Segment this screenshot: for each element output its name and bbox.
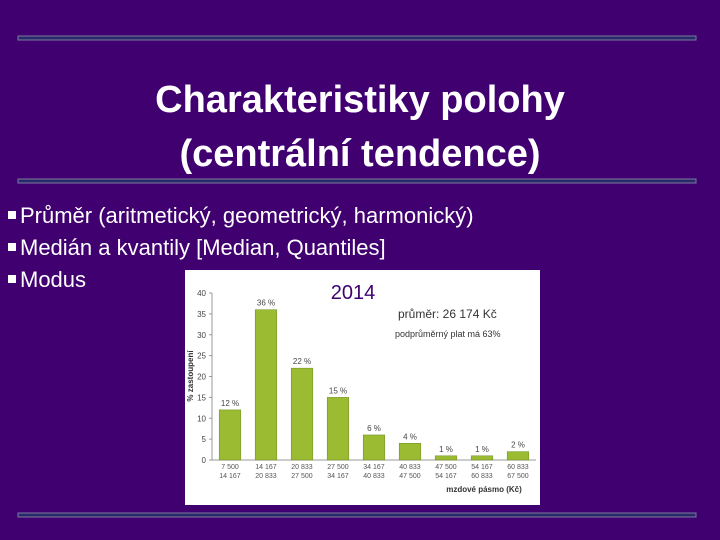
rule	[17, 512, 697, 518]
value-label: 4 %	[403, 432, 417, 441]
y-tick-label: 35	[197, 310, 206, 319]
y-tick-label: 10	[197, 414, 206, 423]
x-tick-label: 47 500	[435, 464, 457, 471]
y-tick-label: 25	[197, 352, 206, 361]
x-tick-label: 14 167	[219, 473, 241, 480]
annotation: podprůměrný plat má 63%	[395, 329, 501, 339]
value-label: 1 %	[475, 445, 489, 454]
value-label: 15 %	[329, 386, 347, 395]
x-tick-label: 40 833	[363, 473, 385, 480]
bullet: Modus	[20, 267, 86, 292]
value-label: 1 %	[439, 445, 453, 454]
value-label: 2 %	[511, 441, 525, 450]
y-tick-label: 40	[197, 289, 206, 298]
bullet-marker	[8, 211, 16, 219]
chart-background	[185, 270, 540, 505]
bar	[470, 455, 494, 461]
bar	[326, 397, 350, 461]
x-tick-label: 34 167	[363, 464, 385, 471]
x-tick-label: 7 500	[221, 464, 239, 471]
x-tick-label: 27 500	[291, 473, 313, 480]
bullets: Průměr (aritmetický, geometrický, harmon…	[8, 203, 474, 292]
x-tick-label: 34 167	[327, 473, 349, 480]
x-tick-label: 20 833	[291, 464, 313, 471]
x-tick-label: 20 833	[255, 473, 277, 480]
y-tick-label: 30	[197, 331, 206, 340]
value-label: 6 %	[367, 424, 381, 433]
x-tick-label: 40 833	[399, 464, 421, 471]
title: (centrální tendence)	[179, 133, 540, 175]
x-tick-label: 47 500	[399, 473, 421, 480]
bar	[290, 367, 314, 461]
value-label: 12 %	[221, 399, 239, 408]
x-tick-label: 67 500	[507, 473, 529, 480]
y-tick-label: 5	[202, 435, 207, 444]
x-tick-label: 14 167	[255, 464, 277, 471]
x-tick-label: 60 833	[507, 464, 529, 471]
rule	[17, 178, 697, 184]
y-tick-label: 0	[202, 456, 207, 465]
value-label: 36 %	[257, 299, 275, 308]
y-axis-label: % zastoupení	[186, 350, 195, 402]
x-tick-label: 60 833	[471, 473, 493, 480]
x-tick-label: 54 167	[435, 473, 457, 480]
chart: 2014 průměr: 26 174 Kč podprůměrný plat …	[185, 270, 540, 505]
y-tick-label: 15	[197, 393, 206, 402]
bar	[398, 443, 422, 461]
bar	[254, 309, 278, 461]
bullet-marker	[8, 275, 16, 283]
chart-title: 2014	[331, 282, 376, 304]
bar	[362, 434, 386, 461]
bullet: Medián a kvantily [Median, Quantiles]	[20, 235, 386, 260]
x-axis-label: mzdové pásmo (Kč)	[446, 485, 522, 494]
bar	[506, 451, 530, 461]
bar	[218, 409, 242, 461]
bar	[434, 455, 458, 461]
x-tick-label: 54 167	[471, 464, 493, 471]
annotation: průměr: 26 174 Kč	[398, 307, 497, 321]
y-tick-label: 20	[197, 373, 206, 382]
rule	[17, 35, 697, 41]
bullet: Průměr (aritmetický, geometrický, harmon…	[20, 203, 474, 228]
title: Charakteristiky polohy	[155, 79, 565, 121]
x-tick-label: 27 500	[327, 464, 349, 471]
bullet-marker	[8, 243, 16, 251]
value-label: 22 %	[293, 357, 311, 366]
